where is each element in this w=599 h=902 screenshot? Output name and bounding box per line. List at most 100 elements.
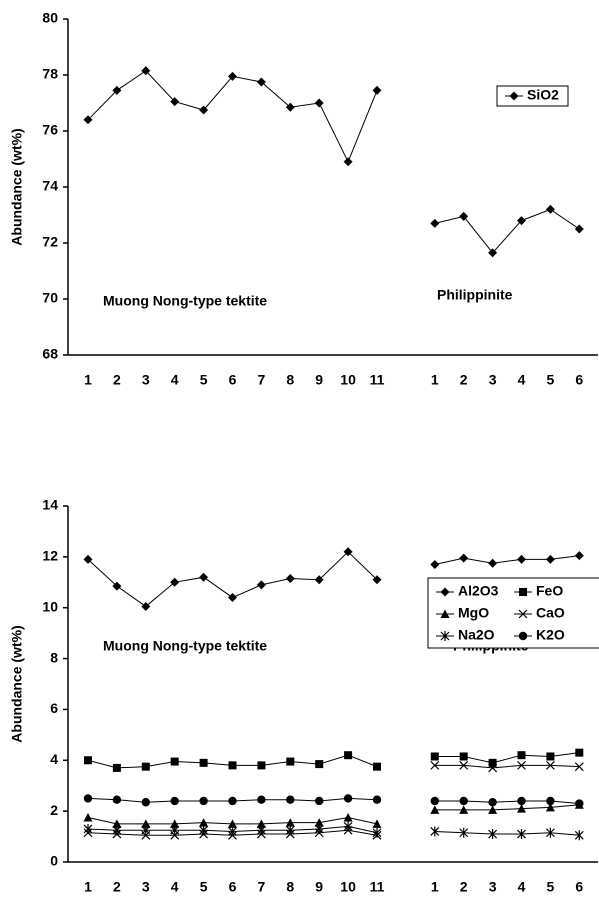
series-line	[434, 804, 580, 811]
marker	[430, 796, 439, 806]
marker	[285, 102, 295, 112]
x-tick-label: 2	[113, 879, 121, 895]
marker	[509, 91, 519, 101]
marker	[545, 204, 555, 214]
marker	[83, 554, 93, 564]
marker	[518, 631, 528, 641]
marker	[170, 825, 180, 836]
marker	[228, 593, 237, 603]
marker	[286, 757, 295, 766]
legend-label: SiO2	[527, 87, 559, 103]
marker	[228, 796, 237, 806]
marker	[546, 752, 555, 761]
x-tick-label: 9	[315, 372, 323, 388]
y-tick-label: 70	[42, 290, 58, 306]
marker	[256, 580, 266, 590]
marker	[518, 609, 528, 619]
marker	[112, 85, 122, 95]
marker	[430, 760, 440, 770]
marker	[256, 819, 266, 828]
marker	[517, 760, 526, 770]
annotation: Muong Nong-type tektite	[103, 638, 267, 654]
marker	[257, 795, 266, 804]
marker	[488, 758, 497, 767]
x-tick-label: 3	[142, 879, 150, 895]
x-tick-label: 6	[229, 879, 237, 895]
marker	[199, 796, 208, 806]
marker	[344, 751, 353, 760]
x-tick-label: 2	[460, 372, 468, 388]
marker	[372, 795, 382, 804]
marker	[459, 805, 469, 814]
y-tick-label: 12	[42, 548, 58, 564]
marker	[459, 760, 469, 770]
legend: Al2O3 FeO MgO CaO Na2O K2O	[427, 577, 599, 649]
marker	[517, 751, 526, 760]
marker	[430, 805, 440, 814]
y-tick-label: 2	[50, 802, 58, 818]
marker	[170, 819, 180, 828]
marker	[256, 825, 266, 836]
y-tick-label: 14	[42, 497, 58, 513]
y-tick-label: 6	[50, 700, 58, 716]
marker	[285, 818, 295, 827]
marker	[372, 827, 382, 838]
annotation: Philippinite	[437, 287, 513, 303]
x-tick-label: 10	[340, 372, 356, 388]
legend-label: FeO	[536, 583, 563, 599]
marker	[372, 85, 382, 95]
marker	[517, 796, 526, 806]
marker	[575, 799, 584, 808]
marker	[112, 795, 122, 804]
marker	[545, 760, 555, 770]
x-tick-label: 7	[258, 372, 266, 388]
y-tick-label: 72	[42, 234, 58, 250]
y-tick-label: 68	[42, 346, 58, 362]
marker	[170, 796, 179, 806]
x-tick-label: 1	[84, 372, 92, 388]
marker	[315, 760, 324, 769]
marker	[228, 819, 237, 828]
marker	[141, 819, 151, 828]
marker	[257, 761, 266, 770]
x-tick-label: 11	[370, 372, 385, 388]
marker	[83, 794, 93, 803]
legend-box	[496, 85, 569, 107]
marker	[459, 553, 469, 563]
marker	[314, 818, 324, 827]
marker	[488, 829, 498, 840]
marker	[112, 825, 122, 836]
series-line	[434, 764, 580, 769]
marker	[517, 216, 526, 226]
y-tick-label: 4	[50, 751, 58, 767]
marker	[199, 825, 209, 836]
y-tick-label: 78	[42, 66, 58, 82]
series-line	[434, 830, 580, 836]
marker	[314, 575, 324, 585]
marker	[440, 631, 450, 641]
x-tick-label: 5	[547, 372, 555, 388]
marker	[440, 587, 450, 597]
y-tick-label: 74	[42, 178, 58, 194]
x-tick-label: 7	[258, 879, 266, 895]
marker	[141, 601, 151, 611]
x-tick-label: 11	[370, 879, 385, 895]
marker	[545, 827, 555, 838]
marker	[343, 794, 353, 803]
x-tick-label: 5	[547, 879, 555, 895]
marker	[574, 551, 584, 561]
x-tick-label: 8	[286, 879, 294, 895]
y-tick-label: 8	[50, 649, 58, 665]
marker	[517, 829, 526, 840]
marker	[228, 826, 237, 837]
x-tick-label: 1	[84, 879, 92, 895]
y-tick-label: 76	[42, 122, 58, 138]
marker	[459, 796, 468, 806]
x-tick-label: 1	[431, 372, 439, 388]
marker	[141, 825, 151, 836]
marker	[314, 823, 324, 834]
marker	[141, 66, 151, 76]
marker	[199, 105, 209, 115]
marker	[373, 762, 381, 771]
legend-box	[427, 577, 599, 649]
